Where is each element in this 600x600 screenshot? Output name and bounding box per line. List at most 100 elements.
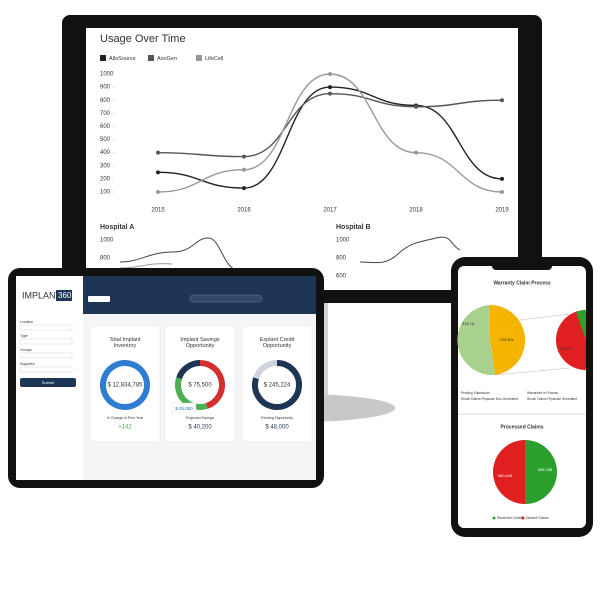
card-value: $ 12,834,785 [107,383,143,389]
y-tick-label: 200 [100,176,111,182]
panel-title: Processed Claims [500,424,543,430]
data-point [328,72,332,76]
legend-label[interactable]: AlloSource [109,56,136,62]
slice-label: 596,768 [538,467,553,472]
mini-title: Hospital A [100,224,134,231]
mini-title: Hospital B [336,224,371,231]
button-label[interactable]: Submit [42,380,55,385]
slice-label: 236.8% [500,337,514,342]
series-line [157,92,503,158]
legend-label[interactable]: AxoGen [157,56,177,62]
card-title: Explant Credit Opportunity [260,337,295,349]
filter-label: Location [20,320,33,324]
data-point [156,170,160,175]
data-point [156,150,160,155]
filter-label: Type [20,334,28,338]
chart-title: Usage Over Time [100,33,186,45]
gauge-ring [252,360,302,410]
logo-badge-bg [56,290,72,301]
legend-label: Warranties in Process [527,391,558,395]
logo: IMPLANT [22,290,62,300]
search-box[interactable] [189,294,263,303]
card-footer: +142 [118,425,132,431]
y-tick-label: 1000 [100,72,114,78]
mini-line [119,263,173,269]
filter-select[interactable] [19,324,73,331]
data-point [242,167,246,172]
legend-swatch [492,516,496,520]
y-tick-label: 400 [100,150,111,156]
card-caption: Pending Opportunity [261,416,293,420]
card-title: Total Implant Inventory [109,337,141,349]
pie-slice [490,322,526,375]
slice-label: 580,444 [498,473,513,478]
gauge-ring [175,377,208,410]
filter-select[interactable] [19,338,73,345]
mini-line [359,236,461,264]
slice-label: 130.7% [559,346,573,351]
leader-line [494,367,571,376]
filter-select[interactable] [19,366,73,373]
mini-line [119,237,241,273]
gauge-ring [100,360,150,410]
pie-slice [576,310,586,340]
card-title: Implant Savings Opportunity [180,337,219,349]
panel-title: Warranty Claim Process [493,280,551,286]
filter-label: Suppliers [20,362,35,366]
legend-label: Recall Claims Physician Generated [527,397,577,401]
data-point [328,85,332,90]
legend-label: Recall Claims Physician Non-Generated [461,397,518,401]
gauge-ring [199,360,225,409]
x-tick-label: 2016 [237,208,251,214]
x-tick-label: 2015 [151,208,165,214]
badge-value: $ 25,000 [175,406,193,411]
pie-slice [490,305,520,340]
pie-slice [525,440,557,504]
gauge-ring [176,360,201,380]
y-tick-label: 600 [336,274,347,280]
legend-swatch [148,55,154,61]
legend-label[interactable]: LifeCell [205,56,223,62]
y-tick-label: 1000 [336,238,350,244]
pie-slice [457,305,495,376]
card [89,325,161,443]
y-tick-label: 600 [100,124,111,130]
filter-select[interactable] [19,352,73,359]
legend-label: Denied Claims [526,516,549,520]
card-footer: $ 40,200 [188,425,212,431]
card-caption: Projected Savings [186,416,214,420]
x-tick-label: 2017 [323,208,337,214]
slice-label: 316.78 [462,321,475,326]
tab[interactable] [88,296,110,302]
data-point [414,104,418,109]
x-tick-label: 2019 [495,208,509,214]
data-point [242,186,246,191]
y-tick-label: 100 [100,190,111,196]
y-tick-label: 800 [336,256,347,262]
data-point [242,154,246,159]
legend-swatch [521,516,525,520]
legend-swatch [196,55,202,61]
data-point [156,190,160,194]
card-caption: % Change in Prior Year [107,416,144,420]
filter-label: Groups [20,348,32,352]
monitor-screen [86,28,518,290]
data-point [500,176,504,181]
legend-label: Received Credits [497,516,524,520]
y-tick-label: 700 [100,111,111,117]
legend-swatch [100,55,106,61]
card-value: $ 245,224 [264,383,291,389]
data-point [500,98,504,103]
pie-slice [556,310,586,370]
data-point [414,150,418,155]
data-point [328,91,332,96]
leader-line [519,313,571,321]
legend-label: Pending Submission [461,391,490,395]
card-footer: $ 48,000 [265,425,289,431]
y-tick-label: 900 [100,85,111,91]
submit-button[interactable] [20,378,76,387]
y-tick-label: 800 [100,98,111,104]
y-tick-label: 1000 [100,238,114,244]
phone-notch [492,262,552,270]
